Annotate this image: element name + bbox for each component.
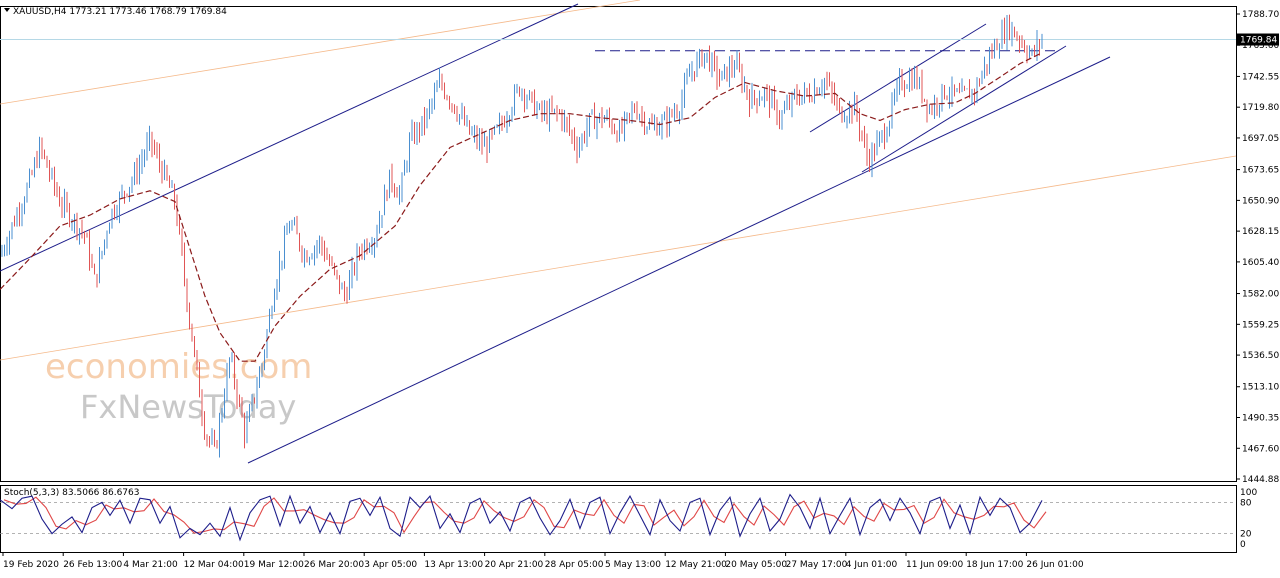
- stochastic-label: Stoch(5,3,3) 83.5066 86.6763: [4, 488, 139, 498]
- stochastic-frame: [0, 485, 1237, 553]
- watermark-fxnewstoday: FxNewsToday: [80, 388, 296, 426]
- x-tick-label: 26 Jun 01:00: [1026, 560, 1083, 570]
- orange-channel-upper: [0, 0, 641, 105]
- x-tick-label: 11 Jun 09:00: [906, 560, 963, 570]
- chart-header: XAUUSD,H4 1773.21 1773.46 1768.79 1769.8…: [13, 7, 227, 17]
- x-tick-label: 5 May 13:00: [605, 560, 661, 570]
- x-tick-label: 12 May 21:00: [665, 560, 727, 570]
- short-channel-lower: [861, 45, 1067, 173]
- orange-channel-lower: [0, 155, 1237, 361]
- last-price-label: 1769.84: [1240, 36, 1277, 46]
- last-price-badge: [1237, 33, 1279, 46]
- x-tick-label: 12 Mar 04:00: [184, 560, 244, 570]
- y-tick-label: 1742.55: [1242, 72, 1279, 82]
- stoch-main-line: [0, 493, 1043, 542]
- y-tick-label: 1467.60: [1242, 444, 1279, 454]
- y-tick-label: 1628.15: [1242, 227, 1279, 237]
- x-tick-label: 19 Feb 2020: [3, 560, 59, 570]
- stoch-tick-label: 80: [1240, 498, 1252, 508]
- x-tick-label: 4 Mar 21:00: [123, 560, 178, 570]
- watermark-economies: economies.com: [45, 347, 312, 387]
- short-channel-upper: [809, 23, 987, 133]
- y-tick-label: 1490.35: [1242, 414, 1279, 424]
- x-tick-label: 19 Mar 12:00: [244, 560, 304, 570]
- y-tick-label: 1513.10: [1242, 383, 1279, 393]
- x-tick-label: 20 Apr 21:00: [485, 560, 544, 570]
- y-tick-label: 1697.05: [1242, 134, 1279, 144]
- y-tick-label: 1788.70: [1242, 10, 1279, 20]
- y-tick-label: 1559.25: [1242, 320, 1279, 330]
- x-tick-label: 13 Apr 13:00: [424, 560, 483, 570]
- moving-average-line: [0, 52, 1043, 362]
- stoch-tick-label: 0: [1240, 540, 1246, 550]
- main-plot-frame: [0, 6, 1237, 482]
- candles-group: [1, 14, 1043, 458]
- x-tick-label: 26 Feb 13:00: [63, 560, 122, 570]
- x-tick-label: 26 Mar 20:00: [304, 560, 364, 570]
- x-tick-label: 20 May 05:00: [725, 560, 787, 570]
- stoch-tick-label: 20: [1240, 530, 1252, 540]
- blue-channel-lower: [247, 56, 1111, 464]
- y-tick-label: 1605.40: [1242, 258, 1279, 268]
- blue-channel-upper: [0, 3, 579, 272]
- y-tick-label: 1765.60: [1242, 41, 1279, 51]
- symbol-dropdown-icon: [4, 8, 10, 12]
- stoch-signal-line: [3, 496, 1047, 534]
- x-tick-label: 18 Jun 17:00: [966, 560, 1023, 570]
- y-tick-label: 1444.88: [1242, 475, 1279, 485]
- y-tick-label: 1650.90: [1242, 196, 1279, 206]
- y-tick-label: 1536.50: [1242, 351, 1279, 361]
- x-tick-label: 3 Apr 05:00: [364, 560, 417, 570]
- x-tick-label: 28 Apr 05:00: [545, 560, 604, 570]
- y-tick-label: 1719.80: [1242, 103, 1279, 113]
- x-tick-label: 27 May 17:00: [786, 560, 848, 570]
- y-tick-label: 1673.65: [1242, 166, 1279, 176]
- x-tick-label: 4 Jun 01:00: [846, 560, 898, 570]
- stoch-tick-label: 100: [1240, 488, 1257, 498]
- y-tick-label: 1582.00: [1242, 290, 1279, 300]
